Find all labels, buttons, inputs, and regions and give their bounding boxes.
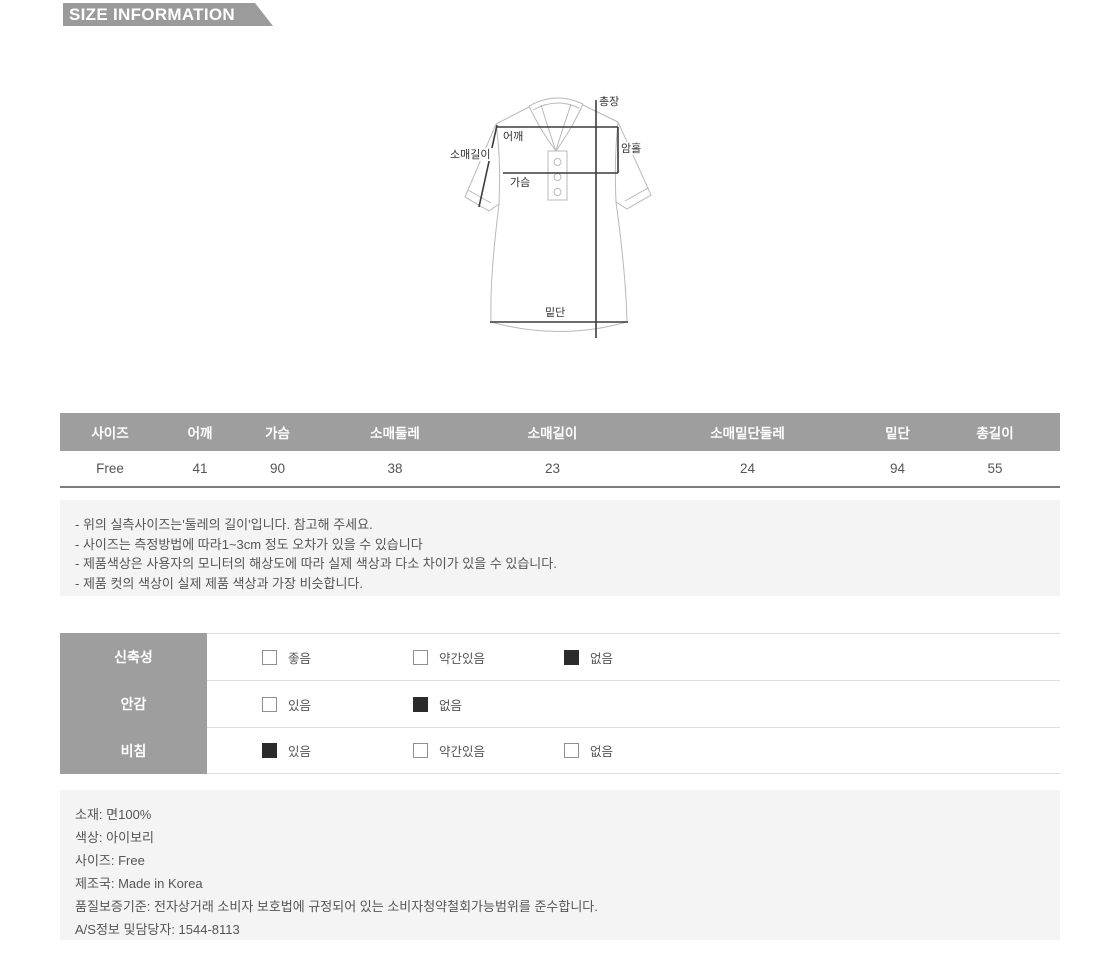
checkbox-unchecked-icon[interactable]: [262, 696, 277, 712]
size-column-header: 총길이: [930, 413, 1060, 451]
product-info-line: 소재: 면100%: [75, 807, 152, 822]
size-column-header: 소매길이: [475, 413, 630, 451]
checkbox-unchecked-icon[interactable]: [564, 743, 579, 758]
attribute-option: 있음: [262, 695, 413, 714]
attribute-options: 있음 약간있음 없음: [207, 727, 1060, 774]
size-column-header: 어깨: [160, 413, 240, 451]
attribute-option: 없음: [564, 741, 715, 760]
attribute-option: 좋음: [262, 648, 413, 667]
attribute-option-label: 없음: [590, 651, 614, 666]
note-line: - 사이즈는 측정방법에 따라1~3cm 정도 오차가 있을 수 있습니다: [75, 536, 423, 552]
attribute-option-label: 있음: [288, 745, 312, 759]
attribute-label: 비침: [60, 727, 207, 774]
size-table: 사이즈 어깨 가슴 소매둘레 소매길이 소매밑단둘레 밑단 총길이 Free 41 90 38 23 2…: [60, 413, 1060, 488]
armhole-label: 암홀: [621, 142, 641, 155]
checkbox-unchecked-icon[interactable]: [413, 743, 428, 758]
attribute-option-label: 약간있음: [439, 745, 486, 759]
product-info-line: 품질보증기준: 전자상거래 소비자 보호법에 규정되어 있는 소비자청약철회가능…: [75, 899, 598, 914]
polo-shirt-illustration: 총장 어깨 암홀 소매길이 가슴 밑단: [448, 95, 652, 338]
note-line: - 제품 컷의 색상이 실제 제품 색상과 가장 비슷합니다.: [75, 575, 363, 591]
product-info-line: A/S정보 및담당자: 1544-8113: [75, 922, 240, 937]
size-value-cell: 94: [865, 451, 930, 488]
note-line: - 제품색상은 사용자의 모니터의 해상도에 따라 실제 색상과 다소 차이가 …: [75, 556, 557, 571]
checkbox-checked-icon[interactable]: [564, 649, 579, 665]
sleeve-length-label: 소매길이: [450, 148, 490, 161]
attribute-option: 없음: [564, 648, 715, 667]
checkbox-unchecked-icon[interactable]: [262, 649, 277, 665]
attribute-option-label: 있음: [288, 698, 312, 713]
attribute-label: 신축성: [60, 633, 207, 680]
attribute-label: 안감: [60, 680, 207, 727]
size-value-cell: Free: [60, 451, 160, 488]
product-info-line: 제조국: Made in Korea: [75, 876, 203, 891]
size-value-cell: 23: [475, 451, 630, 488]
total-length-label: 총장: [599, 95, 619, 108]
size-value-cell: 38: [315, 451, 475, 488]
size-value-cell: 24: [630, 451, 865, 488]
shirt-measurement-diagram: 총장 어깨 암홀 소매길이 가슴 밑단: [440, 85, 675, 350]
checkbox-checked-icon[interactable]: [413, 696, 428, 712]
attribute-option: 약간있음: [413, 648, 564, 667]
attribute-option: 약간있음: [413, 741, 564, 760]
size-table-row: Free 41 90 38 23 24 94 55: [60, 451, 1060, 488]
measurement-notes: - 위의 실측사이즈는'둘레의 길이'입니다. 참고해 주세요. - 사이즈는 측…: [60, 500, 1060, 596]
size-value-cell: 41: [160, 451, 240, 488]
attribute-row: 비침 있음 약간있음 없음: [60, 727, 1060, 774]
note-line: - 위의 실측사이즈는'둘레의 길이'입니다. 참고해 주세요.: [75, 517, 373, 532]
size-column-header: 사이즈: [60, 413, 160, 451]
shoulder-label: 어깨: [503, 130, 523, 143]
attribute-option-label: 좋음: [288, 651, 312, 666]
attribute-option-label: 없음: [439, 698, 463, 713]
fabric-attributes-table: 신축성 좋음 약간있음 없음 안감 있음 없음 비침 있음 약간있음 없음: [60, 633, 1060, 774]
page-title: SIZE INFORMATION: [63, 3, 273, 26]
size-column-header: 가슴: [240, 413, 315, 451]
hem-label: 밑단: [545, 306, 565, 319]
attribute-option-label: 약간있음: [439, 651, 486, 666]
product-info-line: 색상: 아이보리: [75, 830, 154, 845]
size-table-section: 사이즈 어깨 가슴 소매둘레 소매길이 소매밑단둘레 밑단 총길이 Free 41 90 38 23 2…: [60, 413, 1060, 488]
size-column-header: 소매둘레: [315, 413, 475, 451]
size-value-cell: 55: [930, 451, 1060, 488]
sleeve-length-line: [478, 124, 498, 208]
attribute-option: 없음: [413, 695, 564, 714]
product-info-line: 사이즈: Free: [75, 853, 145, 868]
size-table-header-row: 사이즈 어깨 가슴 소매둘레 소매길이 소매밑단둘레 밑단 총길이: [60, 413, 1060, 451]
size-value-cell: 90: [240, 451, 315, 488]
attribute-options: 있음 없음: [207, 680, 1060, 727]
checkbox-unchecked-icon[interactable]: [413, 649, 428, 665]
attribute-row: 신축성 좋음 약간있음 없음: [60, 633, 1060, 680]
attribute-option-label: 없음: [590, 745, 614, 759]
checkbox-checked-icon[interactable]: [262, 743, 277, 758]
size-table-body: Free 41 90 38 23 24 94 55: [60, 451, 1060, 488]
size-column-header: 소매밑단둘레: [630, 413, 865, 451]
attribute-option: 있음: [262, 741, 413, 760]
size-column-header: 밑단: [865, 413, 930, 451]
attribute-row: 안감 있음 없음: [60, 680, 1060, 727]
attribute-options: 좋음 약간있음 없음: [207, 633, 1060, 680]
chest-label: 가슴: [510, 176, 530, 189]
